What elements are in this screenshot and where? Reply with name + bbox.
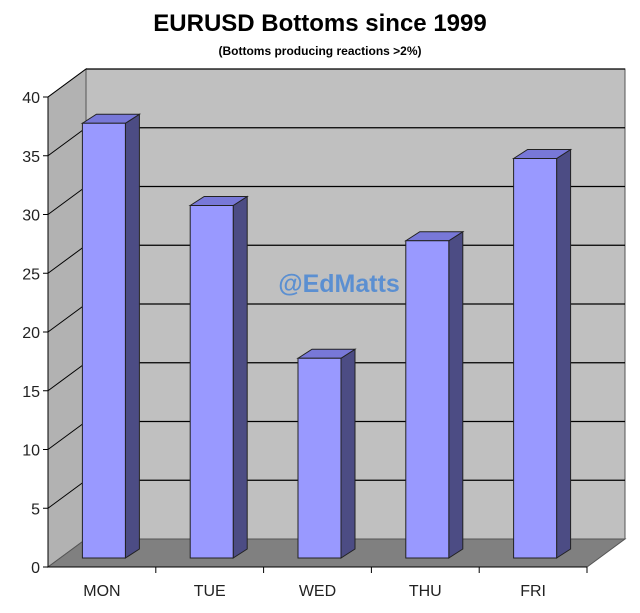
bars (80, 113, 573, 559)
watermark: @EdMatts (278, 270, 400, 298)
bar-fri (511, 148, 573, 559)
bar-wed (296, 348, 357, 559)
bar-side-face (556, 148, 572, 559)
x-tick-label: TUE (194, 583, 226, 600)
gridline-side (47, 479, 87, 509)
y-tick-label: 5 (31, 501, 40, 518)
gridline-side (47, 244, 87, 274)
bar-front-face (405, 240, 450, 559)
bar-thu (404, 230, 465, 559)
x-tick-label: FRI (520, 583, 546, 600)
x-tick-label: THU (409, 583, 442, 600)
gridline-side (47, 303, 87, 333)
x-tick-label: MON (83, 583, 120, 600)
y-tick-label: 15 (22, 384, 40, 401)
y-tick-label: 20 (22, 325, 40, 342)
gridline-side (47, 127, 87, 157)
y-axis-ticks: 0 5 10 15 20 25 30 35 40 (22, 90, 48, 577)
x-axis-ticks: MON TUE WED THU FRI (83, 567, 588, 600)
bar-front-face (297, 357, 342, 559)
y-tick-label: 10 (22, 443, 40, 460)
gridline-side (47, 362, 87, 392)
gridline-side (47, 68, 87, 98)
bar-side-face (124, 113, 140, 559)
gridline-side (47, 421, 87, 450)
y-tick-label: 0 (31, 560, 40, 577)
bar-side-face (448, 230, 464, 559)
chart-title: EURUSD Bottoms since 1999 (153, 10, 487, 37)
bar-side-face (340, 348, 356, 559)
y-tick-label: 30 (22, 208, 40, 225)
chart-subtitle: (Bottoms producing reactions >2%) (218, 44, 422, 58)
bar-front-face (513, 158, 558, 559)
x-tick-label: WED (299, 583, 336, 600)
y-tick-label: 25 (22, 266, 40, 283)
gridline-side (47, 186, 87, 215)
bar-front-face (81, 122, 126, 559)
bar-mon (80, 113, 142, 559)
y-tick-label: 40 (22, 90, 40, 107)
bar-tue (188, 195, 249, 559)
bar-side-face (232, 195, 248, 559)
y-tick-label: 35 (22, 149, 40, 166)
bar-front-face (189, 205, 234, 559)
